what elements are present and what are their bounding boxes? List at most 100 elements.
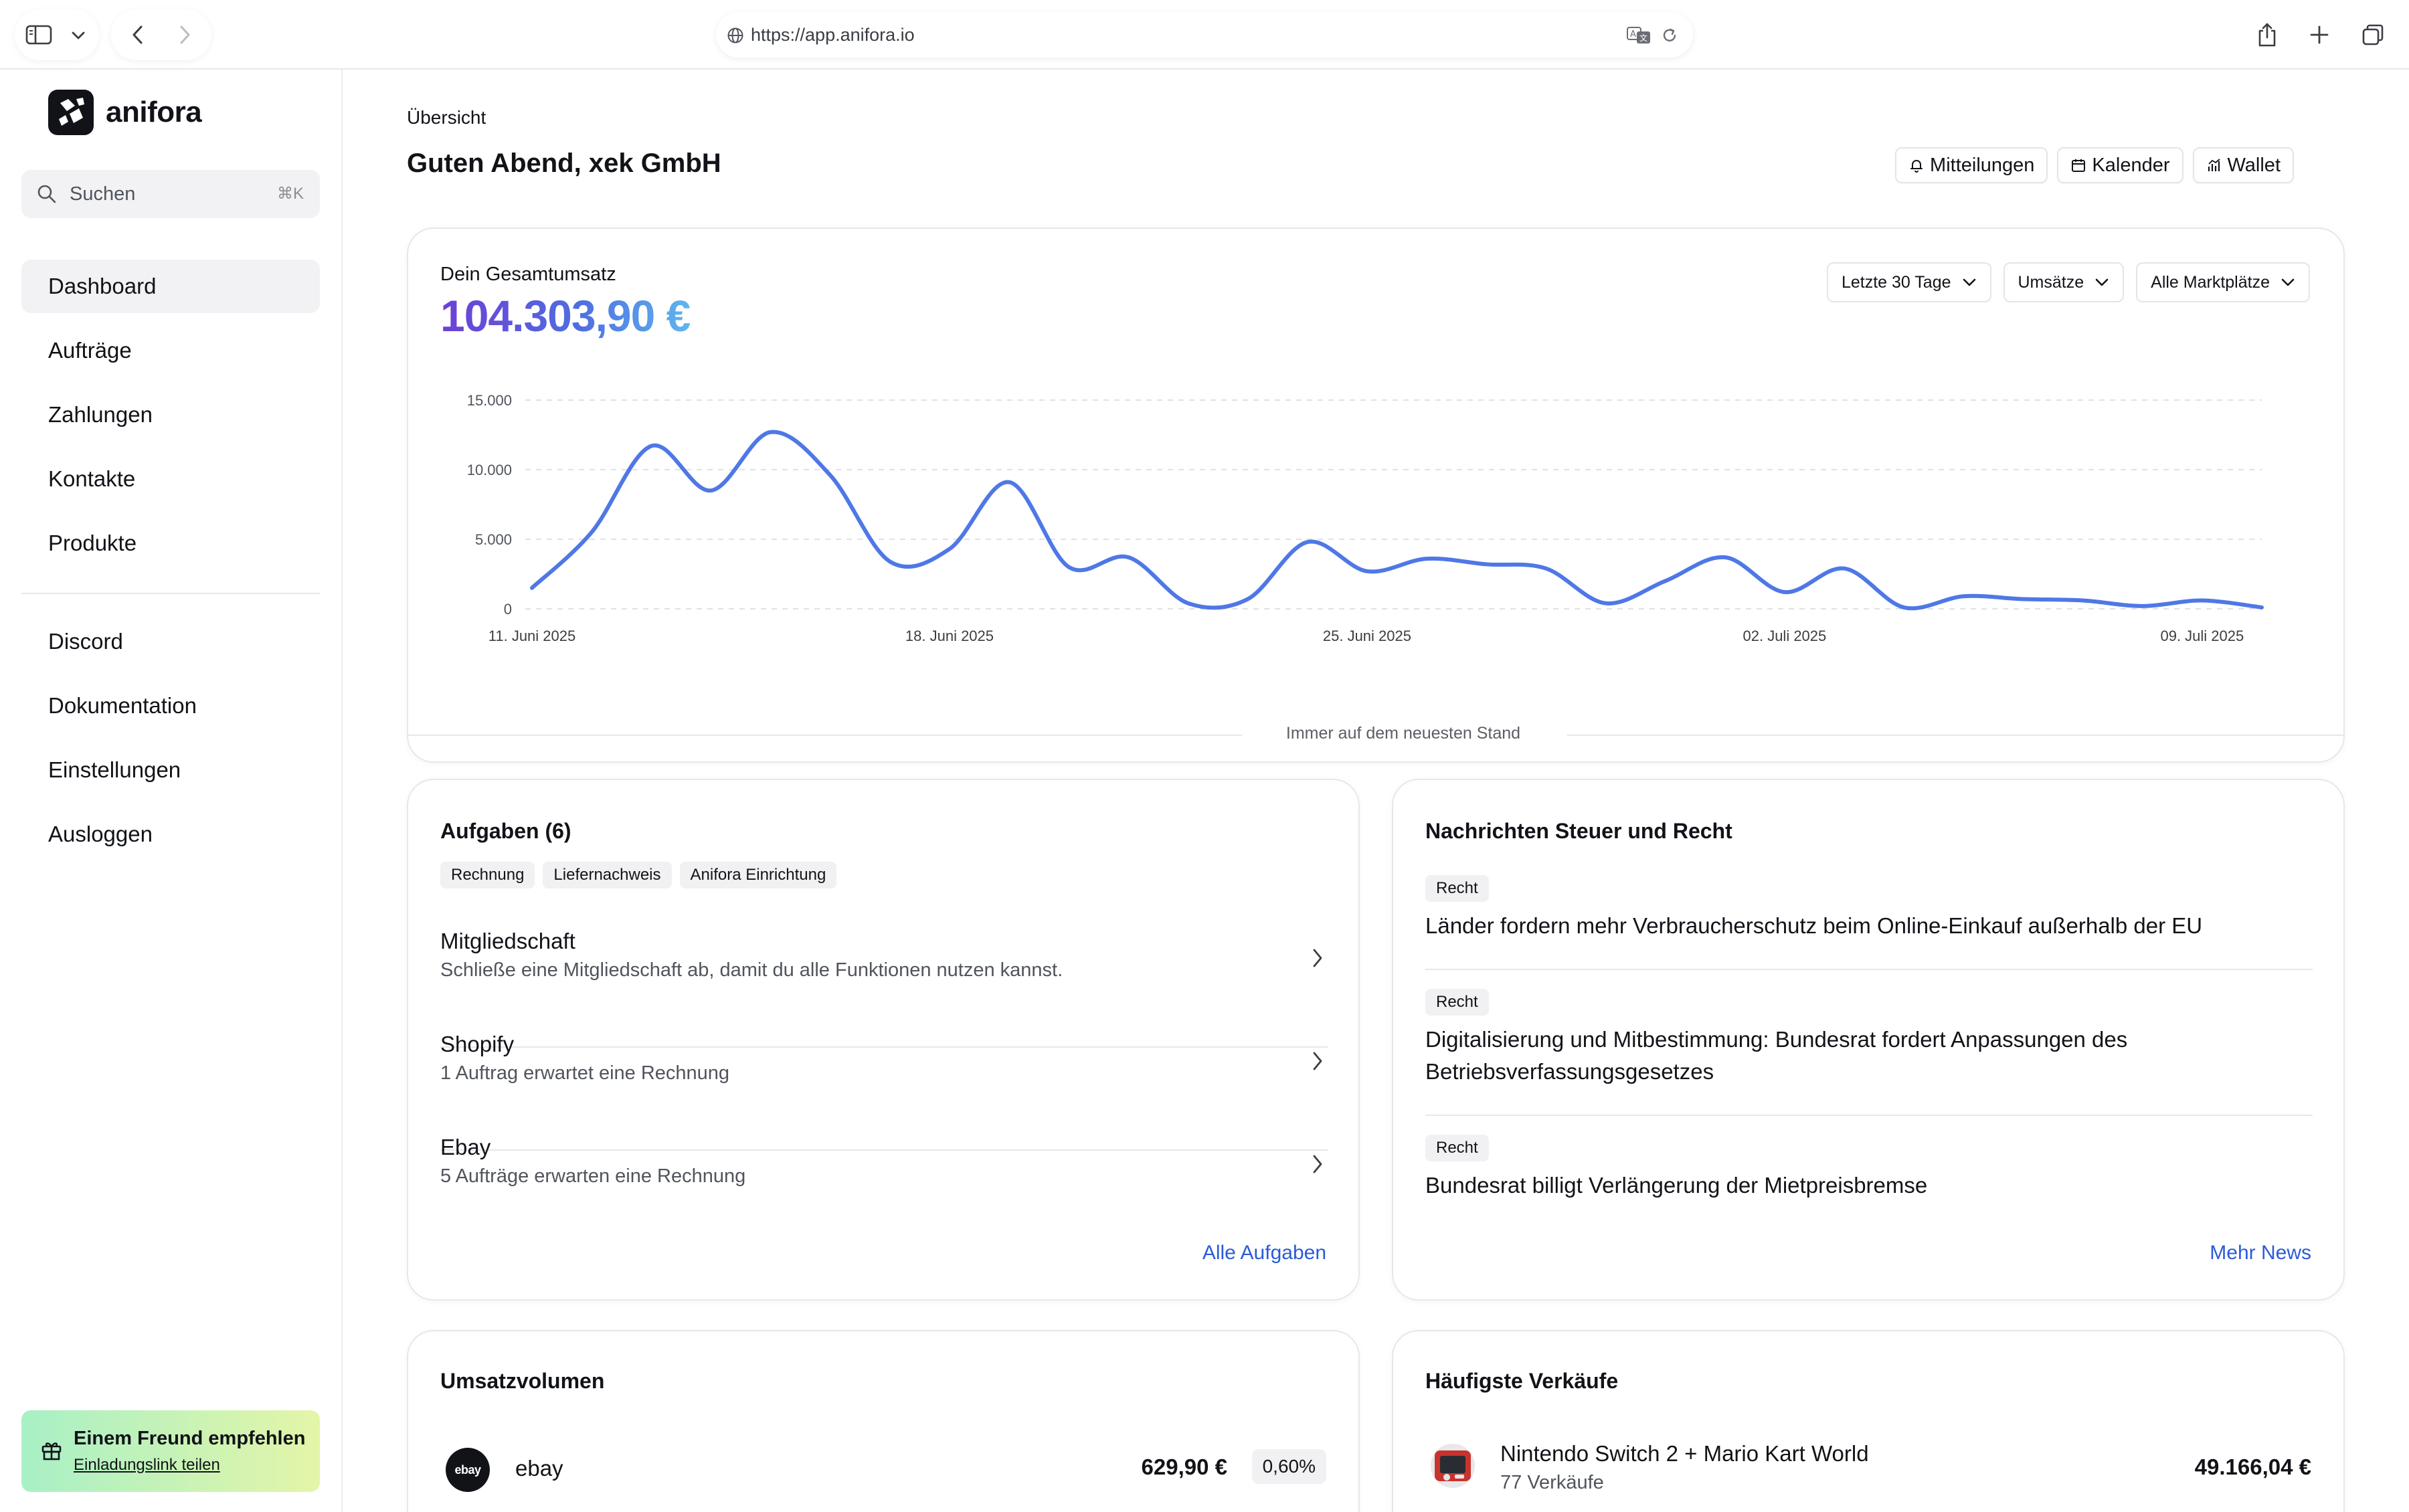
referral-link[interactable]: Einladungslink teilen	[74, 1456, 220, 1474]
nav-item-discord[interactable]: Discord	[48, 629, 123, 654]
nav-item-dokumentation[interactable]: Dokumentation	[48, 693, 197, 718]
search-input[interactable]: Suchen ⌘K	[21, 170, 320, 218]
data-point[interactable]	[1539, 562, 1552, 575]
timerange-select[interactable]: Letzte 30 Tage	[1826, 262, 1991, 302]
task-tags: Rechnung Liefernachweis Anifora Einricht…	[440, 862, 837, 888]
y-tick-label: 15.000	[467, 392, 512, 409]
y-tick-label: 0	[504, 601, 512, 618]
chart-icon	[2208, 159, 2220, 171]
tag-anifora-einrichtung[interactable]: Anifora Einrichtung	[679, 862, 837, 888]
nav-item-ausloggen[interactable]: Ausloggen	[48, 822, 153, 846]
metric-select[interactable]: Umsätze	[2003, 262, 2125, 302]
data-point[interactable]	[1957, 589, 1970, 603]
data-point[interactable]	[1718, 551, 1732, 564]
product-sales-count: 77 Verkäufe	[1500, 1472, 1604, 1493]
data-point[interactable]	[1659, 574, 1672, 587]
data-point[interactable]	[1838, 562, 1851, 575]
gift-icon	[40, 1438, 63, 1464]
back-arrow-icon[interactable]	[126, 23, 150, 47]
news-tag: Recht	[1425, 1135, 1489, 1161]
chevron-down-icon[interactable]	[68, 25, 88, 45]
nav-item-auftraege[interactable]: Aufträge	[48, 338, 132, 363]
news-title: Nachrichten Steuer und Recht	[1425, 819, 1732, 843]
chevron-down-icon	[2281, 278, 2295, 286]
search-shortcut: ⌘K	[276, 185, 304, 203]
main-content: Übersicht Guten Abend, xek GmbH Mitteilu…	[343, 70, 2409, 1512]
data-point[interactable]	[525, 581, 539, 595]
news-headline[interactable]: Bundesrat billigt Verlängerung der Mietp…	[1425, 1173, 1928, 1198]
task-item-ebay[interactable]: Ebay 5 Aufträge erwarten eine Rechnung	[440, 1135, 1328, 1238]
tag-rechnung[interactable]: Rechnung	[440, 862, 535, 888]
nav-item-kontakte[interactable]: Kontakte	[48, 466, 136, 491]
reload-icon[interactable]	[1661, 27, 1678, 48]
product-name[interactable]: Nintendo Switch 2 + Mario Kart World	[1500, 1441, 1869, 1466]
data-point[interactable]	[1420, 552, 1433, 565]
data-point[interactable]	[1062, 561, 1075, 574]
nav-item-dashboard[interactable]: Dashboard	[21, 260, 320, 313]
data-point[interactable]	[1599, 597, 1612, 610]
data-point[interactable]	[1897, 601, 1910, 614]
breadcrumb[interactable]: Übersicht	[407, 107, 486, 128]
data-point[interactable]	[1778, 585, 1791, 599]
news-headline[interactable]: Länder fordern mehr Verbraucherschutz be…	[1425, 913, 2203, 938]
new-tab-icon[interactable]	[2306, 21, 2333, 48]
separator-line-left	[407, 735, 1242, 736]
data-point[interactable]	[585, 526, 598, 539]
wallet-button[interactable]: Wallet	[2192, 147, 2294, 183]
svg-text:A: A	[1630, 29, 1636, 39]
forward-arrow-icon[interactable]	[173, 23, 197, 47]
ebay-logo-icon: ebay	[446, 1448, 490, 1492]
top-sales-title: Häufigste Verkäufe	[1425, 1369, 1619, 1393]
news-tag: Recht	[1425, 989, 1489, 1016]
data-point[interactable]	[1122, 551, 1135, 564]
news-headline[interactable]: Digitalisierung und Mitbestimmung: Bunde…	[1425, 1027, 2128, 1084]
data-point[interactable]	[2076, 594, 2090, 607]
nav-item-produkte[interactable]: Produkte	[48, 531, 137, 555]
marketplace-select[interactable]: Alle Marktplätze	[2136, 262, 2310, 302]
search-placeholder: Suchen	[70, 183, 136, 205]
data-point[interactable]	[1002, 476, 1016, 489]
timerange-value: Letzte 30 Tage	[1841, 272, 1951, 292]
data-point[interactable]	[764, 426, 778, 439]
data-point[interactable]	[704, 484, 717, 497]
data-point[interactable]	[1360, 565, 1374, 578]
data-point[interactable]	[1182, 597, 1195, 610]
data-point[interactable]	[824, 468, 837, 482]
revenue-series-line	[530, 430, 2264, 611]
data-point[interactable]	[1301, 535, 1314, 549]
data-point[interactable]	[883, 555, 897, 568]
notifications-button[interactable]: Mitteilungen	[1895, 147, 2048, 183]
tasks-title: Aufgaben (6)	[440, 819, 571, 843]
share-icon[interactable]	[2254, 20, 2281, 50]
chevron-down-icon	[2095, 278, 2109, 286]
nav-item-zahlungen[interactable]: Zahlungen	[48, 402, 153, 427]
chevron-down-icon	[1963, 278, 1975, 286]
calendar-button[interactable]: Kalender	[2057, 147, 2183, 183]
data-point[interactable]	[1480, 557, 1493, 571]
task-item-shopify[interactable]: Shopify 1 Auftrag erwartet eine Rechnung	[440, 1032, 1328, 1135]
brand-logo[interactable]: anifora	[48, 90, 202, 135]
x-tick-label: 25. Juni 2025	[1323, 628, 1411, 644]
data-point[interactable]	[2136, 599, 2149, 613]
data-point[interactable]	[2196, 594, 2209, 607]
tab-overview-icon[interactable]	[2359, 21, 2386, 48]
data-point[interactable]	[943, 543, 956, 556]
header-actions: Mitteilungen Kalender Wallet	[1895, 147, 2294, 183]
svg-text:文: 文	[1639, 33, 1647, 43]
news-card: Nachrichten Steuer und Recht Recht Lände…	[1392, 779, 2345, 1301]
task-item-mitgliedschaft[interactable]: Mitgliedschaft Schließe eine Mitgliedsch…	[440, 929, 1328, 1032]
referral-banner[interactable]: Einem Freund empfehlen Einladungslink te…	[21, 1410, 320, 1492]
anifora-logo-icon	[48, 90, 94, 135]
nav-item-einstellungen[interactable]: Einstellungen	[48, 757, 181, 782]
data-point[interactable]	[2255, 601, 2268, 614]
data-point[interactable]	[1241, 592, 1255, 605]
tag-liefernachweis[interactable]: Liefernachweis	[543, 862, 672, 888]
data-point[interactable]	[2016, 592, 2030, 605]
history-nav-group	[111, 9, 211, 60]
all-tasks-link[interactable]: Alle Aufgaben	[1202, 1242, 1326, 1264]
data-point[interactable]	[644, 440, 658, 453]
more-news-link[interactable]: Mehr News	[2210, 1242, 2311, 1264]
sidebar-toggle-icon[interactable]	[24, 21, 54, 48]
